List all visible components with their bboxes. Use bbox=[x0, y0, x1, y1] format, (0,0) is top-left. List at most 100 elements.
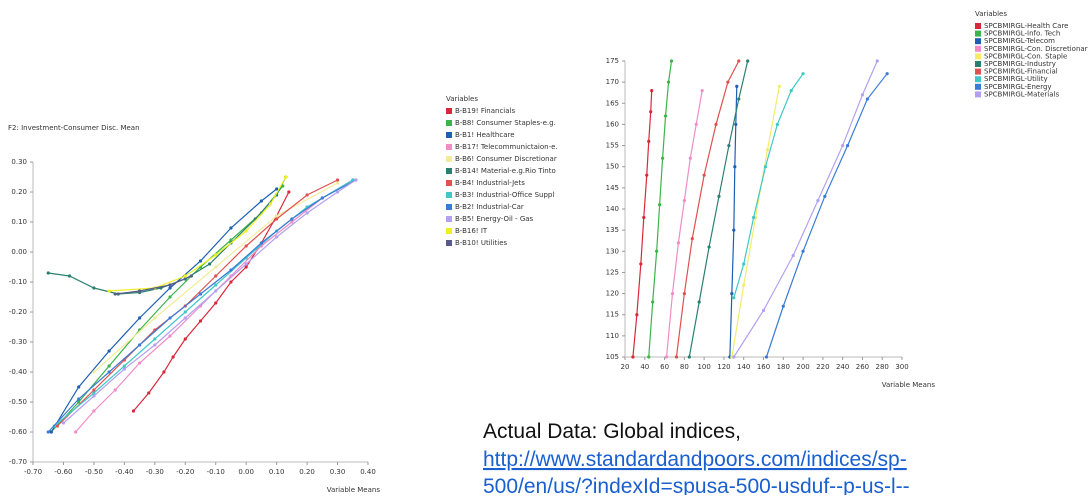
series-line bbox=[115, 275, 192, 295]
data-point bbox=[131, 409, 136, 413]
x-axis-label: Variable Means bbox=[882, 381, 936, 389]
data-point bbox=[268, 202, 273, 206]
data-point bbox=[676, 241, 681, 245]
data-point bbox=[647, 355, 651, 359]
y-tick-label: -0.30 bbox=[9, 338, 27, 346]
legend-swatch bbox=[446, 120, 452, 126]
data-point bbox=[287, 190, 291, 194]
data-point bbox=[694, 122, 698, 127]
data-point bbox=[823, 194, 827, 198]
series-line bbox=[765, 73, 888, 358]
data-point bbox=[46, 430, 50, 434]
series-line bbox=[133, 191, 290, 412]
data-point bbox=[244, 265, 248, 269]
data-point bbox=[183, 316, 187, 320]
data-point bbox=[244, 229, 248, 233]
legend-swatch bbox=[975, 45, 981, 52]
x-tick-label: 20 bbox=[621, 363, 630, 371]
data-point bbox=[841, 143, 845, 148]
data-point bbox=[259, 199, 264, 203]
data-point bbox=[153, 337, 157, 341]
data-point bbox=[113, 292, 117, 296]
data-point bbox=[845, 143, 850, 148]
legend-label: SPCBMIRGL-Energy bbox=[984, 83, 1052, 91]
series-line bbox=[75, 179, 354, 433]
data-point bbox=[335, 178, 340, 182]
data-point bbox=[208, 262, 212, 266]
data-point bbox=[885, 72, 889, 76]
data-point bbox=[860, 93, 865, 97]
x-tick-label: -0.50 bbox=[85, 468, 103, 476]
data-point bbox=[631, 355, 635, 359]
x-tick-label: 220 bbox=[816, 363, 829, 371]
data-point bbox=[290, 217, 294, 221]
data-point bbox=[168, 283, 172, 287]
x-tick-label: 100 bbox=[697, 363, 710, 371]
y-tick-label: 135 bbox=[606, 226, 619, 234]
link-line[interactable]: 500/en/us/?indexId=spusa-500-usduf--p-us… bbox=[483, 475, 910, 498]
data-point bbox=[275, 217, 279, 221]
data-point bbox=[734, 122, 738, 127]
data-point bbox=[92, 394, 96, 398]
legend-label: SPCBMIRGL-Con. Staple bbox=[984, 52, 1067, 60]
link-line[interactable]: http://www.standardandpoors.com/indices/… bbox=[483, 448, 907, 471]
data-point bbox=[198, 292, 203, 296]
data-point bbox=[147, 391, 151, 395]
data-point bbox=[645, 173, 649, 177]
data-point bbox=[168, 334, 172, 338]
y-tick-label: 170 bbox=[606, 78, 619, 86]
x-tick-label: 0.40 bbox=[360, 468, 376, 476]
legend-label: SPCBMIRGL-Financial bbox=[984, 68, 1058, 76]
data-point bbox=[635, 313, 639, 317]
legend-label: B-B14! Material-e.g.Rio Tinto bbox=[455, 167, 556, 175]
y-tick-label: 140 bbox=[606, 205, 619, 213]
data-point bbox=[275, 235, 279, 239]
x-tick-label: -0.20 bbox=[176, 468, 194, 476]
legend-swatch bbox=[446, 204, 452, 210]
y-tick-label: 155 bbox=[606, 142, 619, 150]
data-point bbox=[198, 259, 203, 263]
x-tick-label: 0.00 bbox=[238, 468, 254, 476]
y-tick-label: -0.60 bbox=[9, 428, 27, 436]
data-point bbox=[714, 122, 718, 127]
data-point bbox=[789, 89, 793, 93]
y-tick-label: 175 bbox=[606, 57, 619, 65]
legend-label: SPCBMIRGL-Info. Tech bbox=[984, 30, 1060, 38]
data-point bbox=[168, 316, 172, 320]
data-point bbox=[290, 220, 294, 224]
series-line bbox=[48, 176, 287, 295]
y-tick-label: 0.10 bbox=[11, 218, 27, 226]
y-tick-label: 145 bbox=[606, 184, 619, 192]
x-tick-label: 200 bbox=[796, 363, 809, 371]
x-tick-label: 80 bbox=[680, 363, 689, 371]
x-tick-label: 40 bbox=[640, 363, 649, 371]
data-point bbox=[189, 274, 193, 278]
x-tick-label: -0.40 bbox=[115, 468, 133, 476]
x-tick-label: 240 bbox=[836, 363, 849, 371]
data-point bbox=[214, 253, 218, 257]
data-point bbox=[658, 203, 662, 207]
data-point bbox=[742, 262, 746, 266]
data-point bbox=[666, 80, 671, 84]
data-point bbox=[335, 190, 340, 194]
data-point bbox=[865, 97, 869, 101]
data-point bbox=[122, 367, 126, 371]
x-tick-label: 120 bbox=[717, 363, 730, 371]
data-point bbox=[171, 355, 175, 359]
data-point bbox=[732, 296, 736, 300]
data-point bbox=[168, 295, 172, 299]
y-tick-label: 0.30 bbox=[11, 158, 27, 166]
legend-label: SPCBMIRGL-Con. Discretionary bbox=[984, 45, 1088, 53]
legend-swatch bbox=[975, 23, 981, 29]
legend-swatch bbox=[446, 132, 452, 138]
data-point bbox=[682, 198, 686, 203]
data-point bbox=[284, 175, 288, 179]
legend-swatch bbox=[446, 156, 452, 162]
data-point bbox=[92, 409, 96, 413]
data-point bbox=[707, 245, 711, 249]
data-point bbox=[259, 241, 264, 245]
data-point bbox=[765, 148, 770, 152]
chart-title: F2: Investment-Consumer Disc. Mean bbox=[8, 124, 140, 132]
data-point bbox=[726, 80, 730, 84]
